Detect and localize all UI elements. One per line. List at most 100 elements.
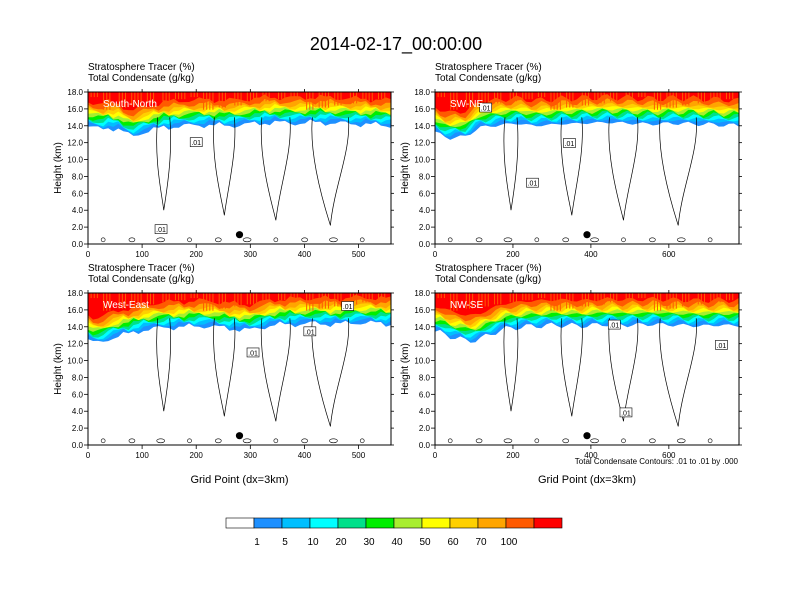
x-tick-label: 100 [135, 250, 149, 259]
y-tick-label: 14.0 [414, 122, 430, 131]
condensate-blob [590, 438, 599, 444]
condensate-contour [156, 318, 172, 412]
y-tick-label: 8.0 [72, 373, 84, 382]
colorbar-swatch [533, 517, 563, 529]
condensate-blob [214, 438, 222, 444]
x-tick-label: 0 [433, 451, 438, 460]
y-tick-label: 14.0 [67, 323, 83, 332]
condensate-contour [503, 318, 519, 412]
condensate-blob [590, 237, 599, 243]
colorbar: 1 5 10 20 30 40 50 60 70 100 [225, 517, 563, 548]
condensate-blob [707, 237, 713, 243]
panel-title-tracer: Stratosphere Tracer (%) [88, 263, 195, 274]
y-tick-label: 10.0 [67, 156, 83, 165]
contour-label: .01 [621, 410, 631, 417]
colorbar-label: 5 [282, 537, 288, 548]
condensate-contour [560, 318, 583, 417]
x-tick-label: 400 [584, 250, 598, 259]
y-tick-label: 10.0 [414, 156, 430, 165]
colorbar-swatch [505, 517, 535, 529]
y-tick-label: 16.0 [414, 105, 430, 114]
panel-title-tracer: Stratosphere Tracer (%) [435, 62, 542, 73]
x-tick-label: 400 [584, 451, 598, 460]
tracer-band-11 [435, 293, 739, 316]
condensate-contours [100, 318, 365, 444]
condensate-blob [187, 237, 192, 243]
y-axis-label: Height (km) [400, 142, 411, 194]
panel-sw-ne: Stratosphere Tracer (%)Total Condensate … [400, 62, 742, 259]
contour-note: Total Condensate Contours: .01 to .01 by… [575, 457, 739, 466]
condensate-blob [242, 237, 252, 243]
panel-nw-se: Stratosphere Tracer (%)Total Condensate … [400, 263, 742, 486]
colorbar-swatch [477, 517, 507, 529]
y-tick-label: 4.0 [72, 206, 84, 215]
x-axis-label: Grid Point (dx=3km) [538, 474, 636, 486]
tracer-band-11 [435, 92, 739, 114]
x-tick-label: 400 [298, 250, 312, 259]
contour-label-box [189, 137, 203, 147]
condensate-blob [301, 237, 308, 243]
condensate-blob [621, 237, 626, 243]
colorbar-swatch [309, 517, 339, 529]
condensate-blob [128, 237, 136, 243]
condensate-contour [503, 117, 519, 211]
y-tick-label: 12.0 [414, 340, 430, 349]
tracer-band-11 [88, 293, 391, 320]
y-tick-label: 0.0 [419, 240, 431, 249]
condensate-blob [273, 438, 279, 444]
panel-label: SW-NE [450, 99, 483, 110]
y-axis-label: Height (km) [53, 343, 64, 395]
contour-label: .01 [343, 304, 353, 311]
tracer-field [88, 293, 391, 444]
condensate-blob [503, 438, 513, 444]
panel-title-condensate: Total Condensate (g/kg) [88, 274, 194, 285]
location-marker [235, 432, 244, 440]
condensate-contour [659, 117, 697, 226]
y-tick-label: 14.0 [67, 122, 83, 131]
condensate-blob [273, 237, 279, 243]
contour-label-box [715, 340, 728, 350]
panel-title-tracer: Stratosphere Tracer (%) [435, 263, 542, 274]
condensate-blob [242, 438, 252, 444]
plot-frame [434, 91, 740, 245]
condensate-blob [187, 438, 192, 444]
y-tick-label: 16.0 [67, 105, 83, 114]
colorbar-label: 40 [391, 537, 403, 548]
tracer-field [88, 92, 391, 243]
x-tick-label: 200 [506, 250, 520, 259]
contour-label-box [341, 301, 355, 311]
y-tick-label: 8.0 [419, 172, 431, 181]
colorbar-label: 30 [363, 537, 375, 548]
y-tick-label: 6.0 [419, 390, 431, 399]
condensate-blob [156, 438, 166, 444]
tracer-band-11 [88, 92, 391, 111]
condensate-blob [475, 438, 483, 444]
colorbar-label: 60 [447, 537, 459, 548]
condensate-blob [475, 237, 483, 243]
contour-label: .01 [156, 227, 166, 234]
tracer-field [435, 92, 739, 243]
condensate-blob [128, 438, 136, 444]
y-tick-label: 10.0 [414, 357, 430, 366]
colorbar-label: 20 [335, 537, 347, 548]
condensate-contour [659, 318, 697, 427]
panel-title-condensate: Total Condensate (g/kg) [435, 274, 541, 285]
y-tick-label: 10.0 [67, 357, 83, 366]
condensate-contours [447, 318, 713, 444]
colorbar-label: 1 [254, 537, 260, 548]
y-axis-label: Height (km) [53, 142, 64, 194]
contour-label: .01 [528, 181, 538, 188]
x-tick-label: 400 [298, 451, 312, 460]
location-marker [583, 231, 591, 239]
figure-title: 2014-02-17_00:00:00 [310, 34, 482, 55]
y-axis-label: Height (km) [400, 343, 411, 395]
x-tick-label: 100 [135, 451, 149, 460]
y-tick-label: 0.0 [72, 240, 84, 249]
condensate-blob [562, 237, 570, 243]
colorbar-swatch [225, 517, 255, 529]
condensate-blob [100, 438, 106, 444]
y-tick-label: 2.0 [72, 424, 84, 433]
condensate-blob [329, 438, 338, 444]
contour-label-box [526, 177, 539, 188]
